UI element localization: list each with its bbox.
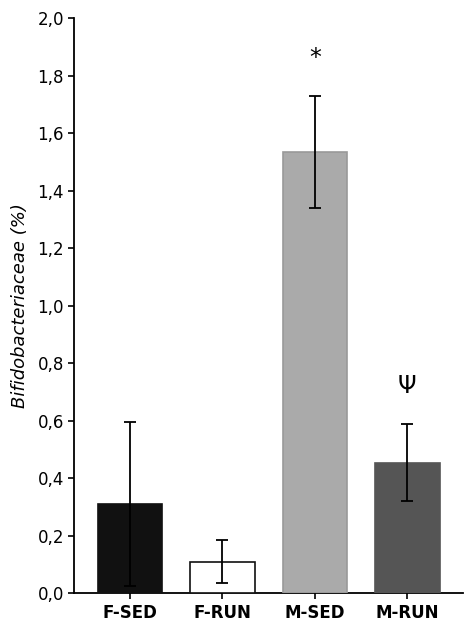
- Text: Ψ: Ψ: [398, 374, 417, 398]
- Y-axis label: Bifidobacteriaceae (%): Bifidobacteriaceae (%): [11, 203, 29, 408]
- Bar: [375, 463, 440, 594]
- Bar: [283, 152, 347, 594]
- Bar: [190, 562, 255, 594]
- Bar: [98, 505, 162, 594]
- Text: *: *: [309, 46, 321, 70]
